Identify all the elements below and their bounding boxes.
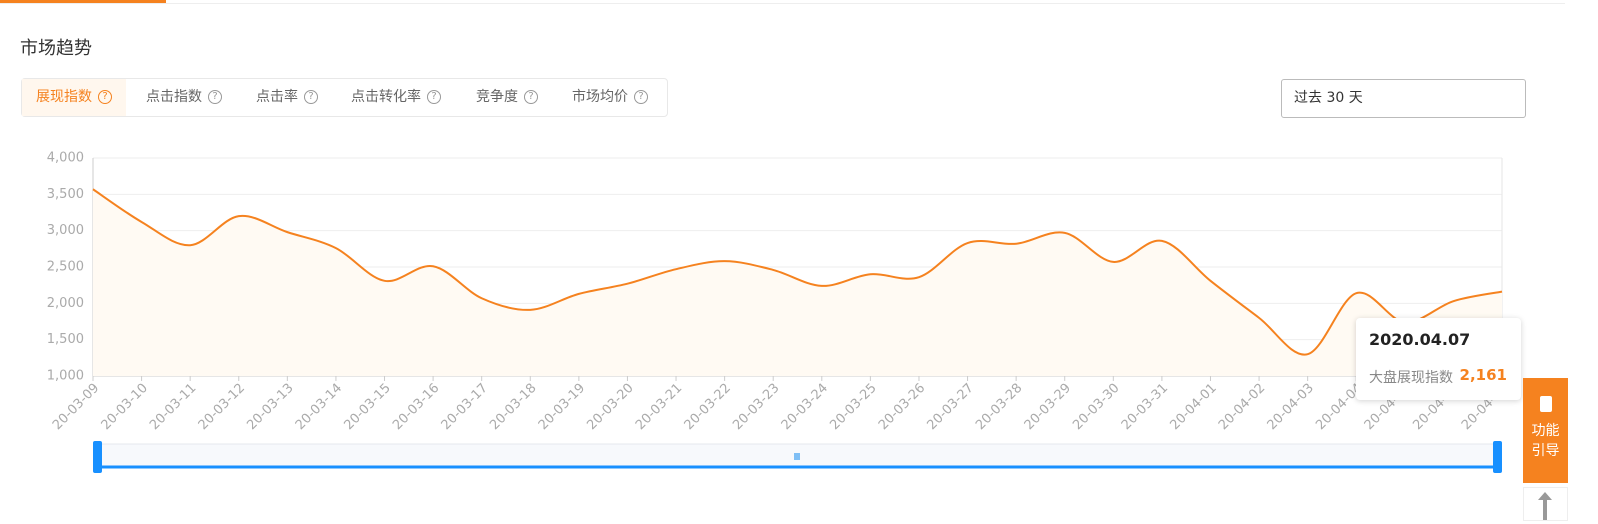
date-select[interactable]: 过去 30 天 — [1281, 79, 1526, 118]
y-tick-label: 1,500 — [47, 332, 84, 347]
y-tick-label: 2,000 — [47, 296, 84, 311]
back-to-top[interactable] — [1523, 487, 1568, 521]
guide-label: 功能 — [1531, 423, 1560, 439]
y-tick-label: 3,500 — [47, 187, 84, 202]
tab-label: 点击指数 — [146, 89, 202, 105]
tab[interactable]: 市场均价? — [572, 79, 648, 116]
x-tick-label: 20-03-10 — [99, 381, 151, 433]
tab[interactable]: 点击转化率? — [351, 79, 441, 116]
x-tick-label: 20-03-24 — [779, 381, 831, 433]
area — [93, 189, 1502, 376]
x-tick-label: 20-03-09 — [50, 381, 102, 433]
tooltip-series: 大盘展现指数 — [1369, 370, 1453, 386]
x-tick-label: 20-03-14 — [293, 381, 345, 433]
help-icon[interactable]: ? — [524, 90, 538, 104]
tooltip-value: 2,161 — [1459, 366, 1507, 384]
tooltip-title: 2020.04.07 — [1369, 330, 1471, 349]
zoom-handle[interactable] — [1493, 441, 1502, 473]
tab[interactable]: 展现指数? — [22, 79, 126, 116]
section-title: 市场趋势 — [20, 38, 92, 59]
tab-label: 展现指数 — [36, 89, 92, 105]
tab[interactable]: 点击指数? — [146, 79, 222, 116]
zoom-handle[interactable] — [93, 441, 102, 473]
tab-bar: 展现指数? 点击指数? 点击率? 点击转化率? 竞争度? 市场均价? — [21, 78, 668, 117]
x-tick-label: 20-03-25 — [827, 381, 879, 433]
x-tick-label: 20-03-19 — [536, 381, 588, 433]
x-tick-label: 20-03-22 — [682, 381, 734, 433]
x-tick-label: 20-03-23 — [730, 381, 782, 433]
y-tick-label: 4,000 — [47, 151, 84, 166]
x-tick-label: 20-03-30 — [1070, 381, 1122, 433]
help-icon[interactable]: ? — [427, 90, 441, 104]
x-tick-label: 20-03-17 — [439, 381, 491, 433]
zoom-grip[interactable] — [794, 453, 800, 460]
top-rule — [0, 0, 1565, 4]
x-tick-label: 20-04-02 — [1216, 381, 1268, 433]
tab-label: 点击率 — [256, 89, 298, 105]
guide-label: 引导 — [1531, 443, 1560, 459]
x-tick-label: 20-03-16 — [390, 381, 442, 433]
x-tick-label: 20-03-31 — [1119, 381, 1171, 433]
x-tick-label: 20-03-12 — [196, 381, 248, 433]
tab[interactable]: 竞争度? — [476, 79, 538, 116]
help-icon[interactable]: ? — [208, 90, 222, 104]
tab-label: 点击转化率 — [351, 89, 421, 105]
x-tick-label: 20-03-18 — [487, 381, 539, 433]
active-underline — [0, 0, 166, 3]
help-icon[interactable]: ? — [304, 90, 318, 104]
help-icon[interactable]: ? — [98, 90, 112, 104]
x-tick-label: 20-03-21 — [633, 381, 685, 433]
x-tick-label: 20-03-29 — [1022, 381, 1074, 433]
x-tick-label: 20-03-26 — [876, 381, 928, 433]
line — [92, 188, 1503, 356]
x-tick-label: 20-03-28 — [973, 381, 1025, 433]
guide-icon — [1539, 396, 1552, 412]
y-tick-label: 1,000 — [47, 369, 84, 384]
x-tick-label: 20-04-01 — [1167, 381, 1219, 433]
x-tick-label: 20-03-20 — [584, 381, 636, 433]
tab[interactable]: 点击率? — [256, 79, 318, 116]
help-icon[interactable]: ? — [634, 90, 648, 104]
x-tick-label: 20-04-03 — [1265, 381, 1317, 433]
x-tick-label: 20-03-13 — [244, 381, 296, 433]
tooltip: 2020.04.07 大盘展现指数 2,161 — [1356, 318, 1521, 400]
y-tick-label: 3,000 — [47, 223, 84, 238]
tab-label: 市场均价 — [572, 89, 628, 105]
tab-label: 竞争度 — [476, 89, 518, 105]
arrow-icon — [1538, 492, 1552, 520]
guide-button[interactable]: 功能 引导 — [1523, 378, 1568, 483]
y-tick-label: 2,500 — [47, 260, 84, 275]
x-tick-label: 20-03-15 — [341, 381, 393, 433]
x-tick-label: 20-03-27 — [925, 381, 977, 433]
x-tick-label: 20-03-11 — [147, 381, 199, 433]
